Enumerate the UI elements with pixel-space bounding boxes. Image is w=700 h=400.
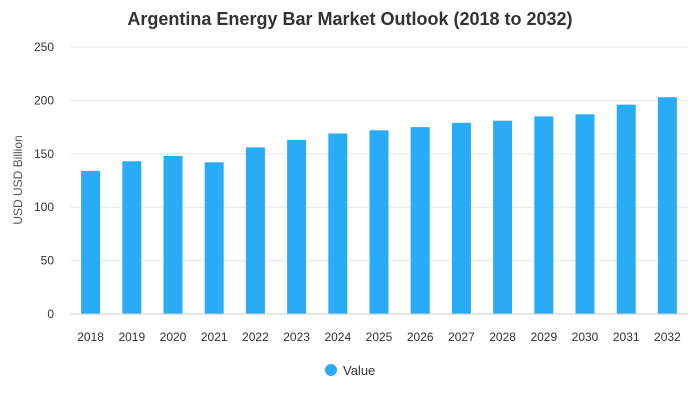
bar-2019[interactable]	[122, 161, 142, 314]
bar-2023[interactable]	[287, 139, 307, 314]
x-tick-label: 2022	[242, 330, 269, 344]
y-tick-label: 0	[47, 307, 54, 321]
x-tick-label: 2025	[366, 330, 393, 344]
bar-2022[interactable]	[245, 147, 265, 314]
y-tick-label: 250	[34, 40, 54, 54]
bar-2031[interactable]	[616, 104, 636, 314]
bar-2018[interactable]	[81, 170, 101, 314]
y-tick-label: 200	[34, 93, 54, 107]
y-axis-ticks: 0 50 100 150 200 250	[34, 40, 54, 321]
y-axis-label: USD USD Billion	[11, 135, 25, 224]
x-tick-label: 2023	[283, 330, 310, 344]
bar-2030[interactable]	[575, 114, 595, 314]
bar-2029[interactable]	[534, 116, 554, 314]
legend-label: Value	[343, 363, 375, 378]
bar-2021[interactable]	[204, 162, 224, 314]
x-tick-label: 2028	[489, 330, 516, 344]
bar-2020[interactable]	[163, 155, 183, 314]
x-axis-ticks: 2018 2019 2020 2021 2022 2023 2024 2025 2026 2027…	[77, 330, 681, 344]
x-tick-label: 2031	[613, 330, 640, 344]
bar-2026[interactable]	[410, 127, 430, 314]
bars	[81, 97, 677, 314]
x-tick-label: 2019	[118, 330, 145, 344]
x-tick-label: 2030	[572, 330, 599, 344]
bar-2027[interactable]	[451, 122, 471, 314]
x-tick-label: 2018	[77, 330, 104, 344]
bar-2025[interactable]	[369, 130, 389, 314]
y-tick-label: 50	[41, 254, 55, 268]
legend-marker	[325, 364, 337, 376]
x-tick-label: 2026	[407, 330, 434, 344]
bar-2032[interactable]	[657, 97, 677, 314]
x-tick-label: 2032	[654, 330, 681, 344]
x-tick-label: 2029	[530, 330, 557, 344]
y-tick-label: 100	[34, 200, 54, 214]
x-tick-label: 2021	[201, 330, 228, 344]
bar-2024[interactable]	[328, 133, 348, 314]
chart-title: Argentina Energy Bar Market Outlook (201…	[127, 9, 572, 29]
bar-2028[interactable]	[493, 120, 513, 314]
x-tick-label: 2027	[448, 330, 475, 344]
x-tick-label: 2020	[160, 330, 187, 344]
x-tick-label: 2024	[324, 330, 351, 344]
y-tick-label: 150	[34, 147, 54, 161]
legend[interactable]: Value	[325, 363, 375, 378]
